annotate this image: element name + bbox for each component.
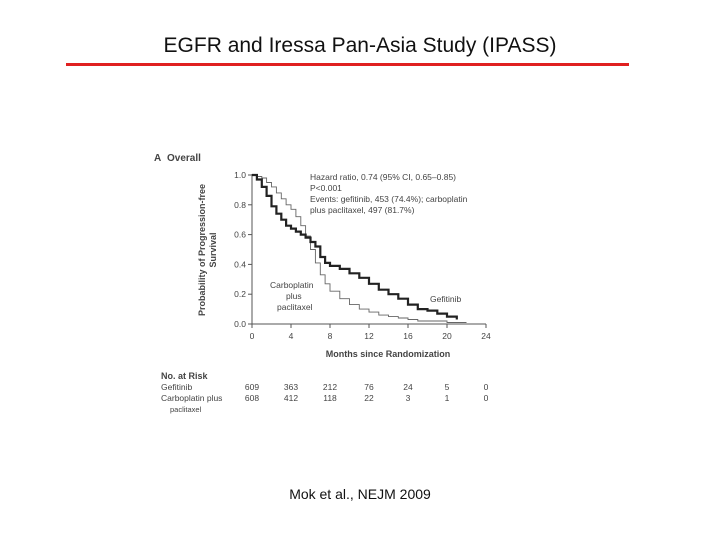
- at-risk-value: 22: [364, 393, 374, 403]
- x-ticks: 0 4 8 12 16 20 24: [250, 324, 491, 341]
- at-risk-value: 24: [403, 382, 413, 392]
- at-risk-row-label-carboplatin: Carboplatin plus: [161, 393, 222, 403]
- at-risk-value: 3: [406, 393, 411, 403]
- title-divider: [66, 63, 629, 66]
- at-risk-value: 212: [323, 382, 337, 392]
- kaplan-meier-figure: A Overall Probability of Progression-fre…: [148, 140, 500, 420]
- x-tick-label: 20: [442, 331, 452, 341]
- series-carboplatin-curve: [252, 174, 467, 323]
- at-risk-header: No. at Risk: [161, 371, 209, 381]
- x-tick-label: 24: [481, 331, 491, 341]
- series-label-carboplatin-line1: Carboplatin: [270, 280, 314, 290]
- at-risk-value: 118: [323, 393, 337, 403]
- at-risk-value: 0: [484, 382, 489, 392]
- annotation-hazard-ratio: Hazard ratio, 0.74 (95% CI, 0.65–0.85): [310, 172, 456, 182]
- x-tick-label: 0: [250, 331, 255, 341]
- y-tick-label: 0.2: [234, 289, 246, 299]
- at-risk-value: 608: [245, 393, 259, 403]
- at-risk-value: 0: [484, 393, 489, 403]
- at-risk-row-label-carboplatin-line2: paclitaxel: [170, 405, 202, 414]
- at-risk-value: 609: [245, 382, 259, 392]
- y-axis-label-line2: Survival: [208, 232, 218, 267]
- y-tick-label: 0.4: [234, 259, 246, 269]
- x-tick-label: 12: [364, 331, 374, 341]
- y-axis-label-line1: Probability of Progression-free: [197, 184, 207, 316]
- citation: Mok et al., NEJM 2009: [289, 486, 431, 502]
- at-risk-value: 1: [445, 393, 450, 403]
- series-label-carboplatin-line3: paclitaxel: [277, 302, 313, 312]
- at-risk-value: 5: [445, 382, 450, 392]
- at-risk-value: 76: [364, 382, 374, 392]
- kaplan-meier-chart: A Overall Probability of Progression-fre…: [154, 153, 491, 414]
- x-tick-label: 16: [403, 331, 413, 341]
- annotation-events-line2: plus paclitaxel, 497 (81.7%): [310, 205, 415, 215]
- at-risk-value: 412: [284, 393, 298, 403]
- y-ticks: 0.0 0.2 0.4 0.6 0.8 1.0: [234, 170, 252, 329]
- annotation-events-line1: Events: gefitinib, 453 (74.4%); carbopla…: [310, 194, 468, 204]
- panel-label: A: [154, 153, 161, 164]
- x-axis-label: Months since Randomization: [326, 349, 451, 359]
- y-tick-label: 0.6: [234, 230, 246, 240]
- x-tick-label: 8: [328, 331, 333, 341]
- at-risk-values: 609 363 212 76 24 5 0 608 412 118 22 3 1 0: [245, 382, 489, 403]
- slide-title: EGFR and Iressa Pan-Asia Study (IPASS): [163, 34, 557, 57]
- at-risk-row-label-gefitinib: Gefitinib: [161, 382, 192, 392]
- y-tick-label: 0.8: [234, 200, 246, 210]
- y-tick-label: 1.0: [234, 170, 246, 180]
- chart-title: Overall: [167, 153, 201, 164]
- series-label-carboplatin-line2: plus: [286, 291, 302, 301]
- series-gefitinib-curve: [252, 173, 458, 320]
- annotation-p-value: P<0.001: [310, 183, 342, 193]
- series-label-gefitinib: Gefitinib: [430, 294, 461, 304]
- y-tick-label: 0.0: [234, 319, 246, 329]
- at-risk-value: 363: [284, 382, 298, 392]
- x-tick-label: 4: [289, 331, 294, 341]
